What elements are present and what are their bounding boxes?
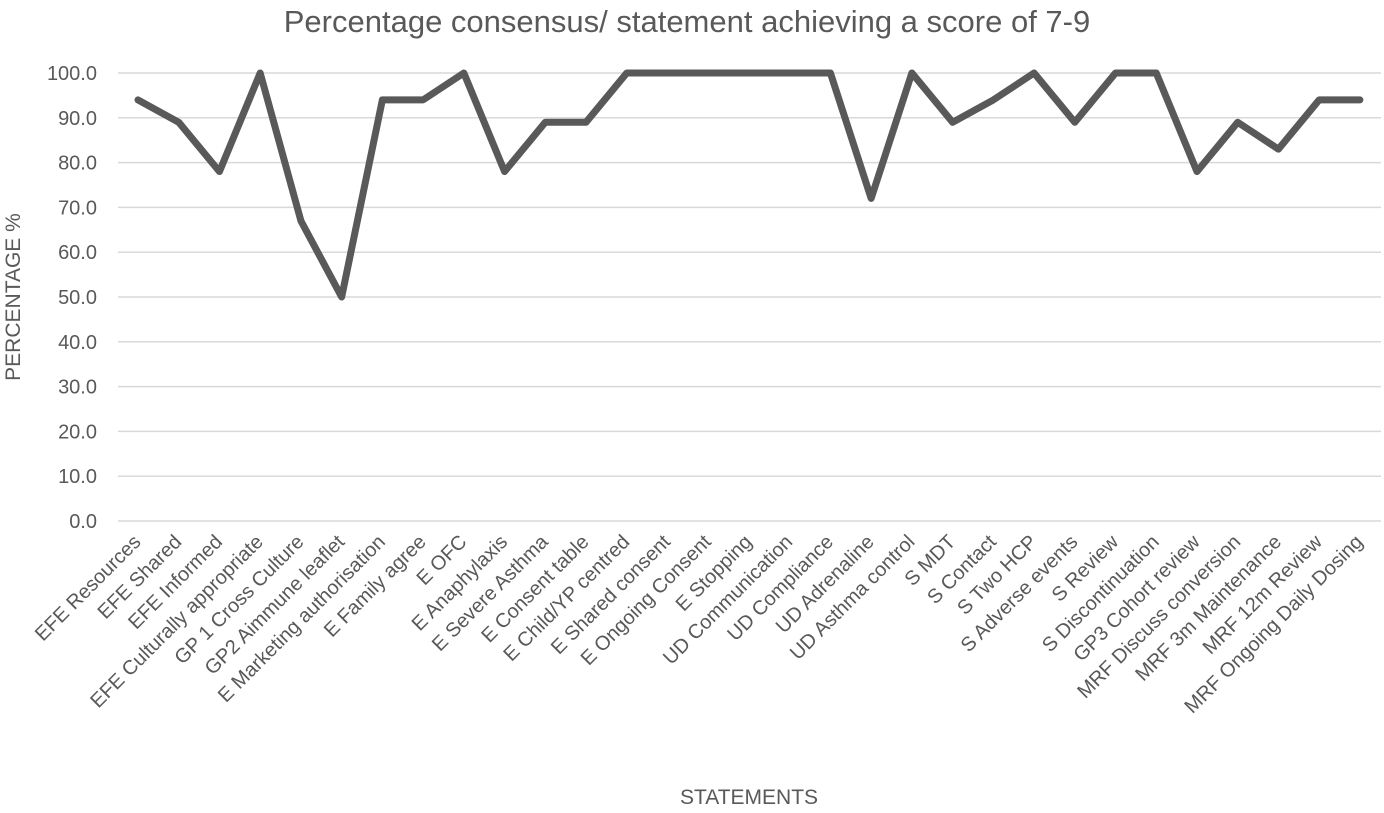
data-point xyxy=(1234,119,1241,126)
y-tick-label: 70.0 xyxy=(58,197,97,219)
y-tick-label: 10.0 xyxy=(58,466,97,488)
data-point xyxy=(1316,96,1323,103)
y-axis-tick-labels: 0.0 10.0 20.0 30.0 40.0 50.0 60.0 70.0 80.0 90.0 1… xyxy=(47,63,97,533)
data-point xyxy=(1112,70,1119,76)
data-point xyxy=(705,70,712,76)
data-point xyxy=(949,119,956,126)
data-point xyxy=(542,119,549,126)
data-point xyxy=(338,294,345,300)
data-point xyxy=(827,70,834,76)
y-tick-label: 80.0 xyxy=(58,153,97,175)
data-point xyxy=(1071,119,1078,126)
chart-title: Percentage consensus/ statement achievin… xyxy=(284,4,1090,39)
data-point xyxy=(1193,168,1200,175)
data-point xyxy=(623,70,630,76)
data-point xyxy=(1031,70,1038,76)
data-point xyxy=(460,70,467,76)
y-tick-label: 50.0 xyxy=(58,287,97,309)
y-tick-label: 90.0 xyxy=(58,108,97,130)
series-layer xyxy=(134,69,1364,301)
data-point xyxy=(257,70,264,76)
data-point xyxy=(379,96,386,103)
y-tick-label: 60.0 xyxy=(58,242,97,264)
series-line xyxy=(134,69,1364,301)
data-point xyxy=(908,70,915,76)
y-tick-label: 40.0 xyxy=(58,332,97,354)
y-tick-label: 0.0 xyxy=(69,511,97,533)
data-point xyxy=(135,96,141,103)
data-point xyxy=(216,168,223,175)
data-point xyxy=(868,195,875,202)
x-axis-title: STATEMENTS xyxy=(680,786,818,809)
data-point xyxy=(745,70,752,76)
gridlines xyxy=(118,72,1381,522)
data-point xyxy=(420,96,427,103)
y-tick-label: 100.0 xyxy=(47,63,97,85)
data-point xyxy=(501,168,508,175)
data-point xyxy=(664,70,671,76)
y-tick-label: 20.0 xyxy=(58,421,97,443)
data-point xyxy=(297,217,304,224)
data-point xyxy=(1356,96,1363,103)
y-tick-label: 30.0 xyxy=(58,377,97,399)
data-point xyxy=(1275,146,1282,153)
data-point xyxy=(175,119,182,126)
data-point xyxy=(583,119,590,126)
data-point xyxy=(1153,70,1160,76)
y-axis-title: PERCENTAGE % xyxy=(2,213,25,381)
data-point xyxy=(990,96,997,103)
data-point xyxy=(786,70,793,76)
